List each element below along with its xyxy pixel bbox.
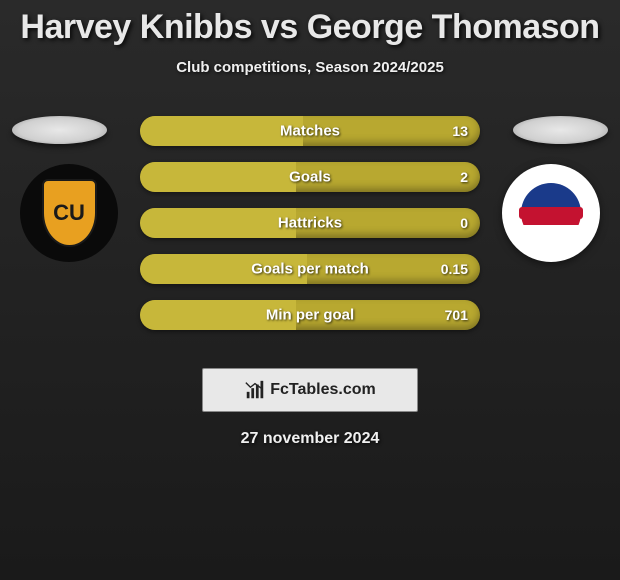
- stat-value: 0.15: [441, 261, 468, 277]
- stat-bars: Matches 13 Goals 2 Hattricks 0 Goals per…: [140, 116, 480, 346]
- stat-label: Min per goal: [266, 307, 354, 324]
- stat-label: Goals per match: [251, 261, 369, 278]
- pedestal-right: [513, 116, 608, 144]
- stat-row-goals-per-match: Goals per match 0.15: [140, 254, 480, 284]
- stat-fill: [140, 162, 296, 192]
- stat-fill: [140, 208, 296, 238]
- stat-value: 0: [460, 215, 468, 231]
- page-title: Harvey Knibbs vs George Thomason: [0, 0, 620, 47]
- subtitle: Club competitions, Season 2024/2025: [0, 59, 620, 76]
- stat-row-hattricks: Hattricks 0: [140, 208, 480, 238]
- stat-row-matches: Matches 13: [140, 116, 480, 146]
- stat-label: Matches: [280, 123, 340, 140]
- stat-value: 13: [452, 123, 468, 139]
- stat-value: 701: [445, 307, 468, 323]
- comparison-stage: CU Matches 13 Goals 2 Hattricks 0 Goals …: [0, 106, 620, 356]
- stat-label: Hattricks: [278, 215, 342, 232]
- club-badge-left-shield: CU: [42, 179, 97, 247]
- bar-chart-icon: [244, 379, 266, 401]
- stat-fill: [140, 116, 303, 146]
- club-badge-right: [502, 164, 600, 262]
- club-badge-right-ribbon: [519, 207, 583, 219]
- date-text: 27 november 2024: [0, 430, 620, 448]
- stat-label: Goals: [289, 169, 331, 186]
- stat-value: 2: [460, 169, 468, 185]
- stat-row-goals: Goals 2: [140, 162, 480, 192]
- stat-row-min-per-goal: Min per goal 701: [140, 300, 480, 330]
- pedestal-left: [12, 116, 107, 144]
- club-badge-left: CU: [20, 164, 118, 262]
- brand-text: FcTables.com: [270, 381, 376, 399]
- brand-footer: FcTables.com: [202, 368, 418, 412]
- club-badge-right-inner: [521, 183, 581, 243]
